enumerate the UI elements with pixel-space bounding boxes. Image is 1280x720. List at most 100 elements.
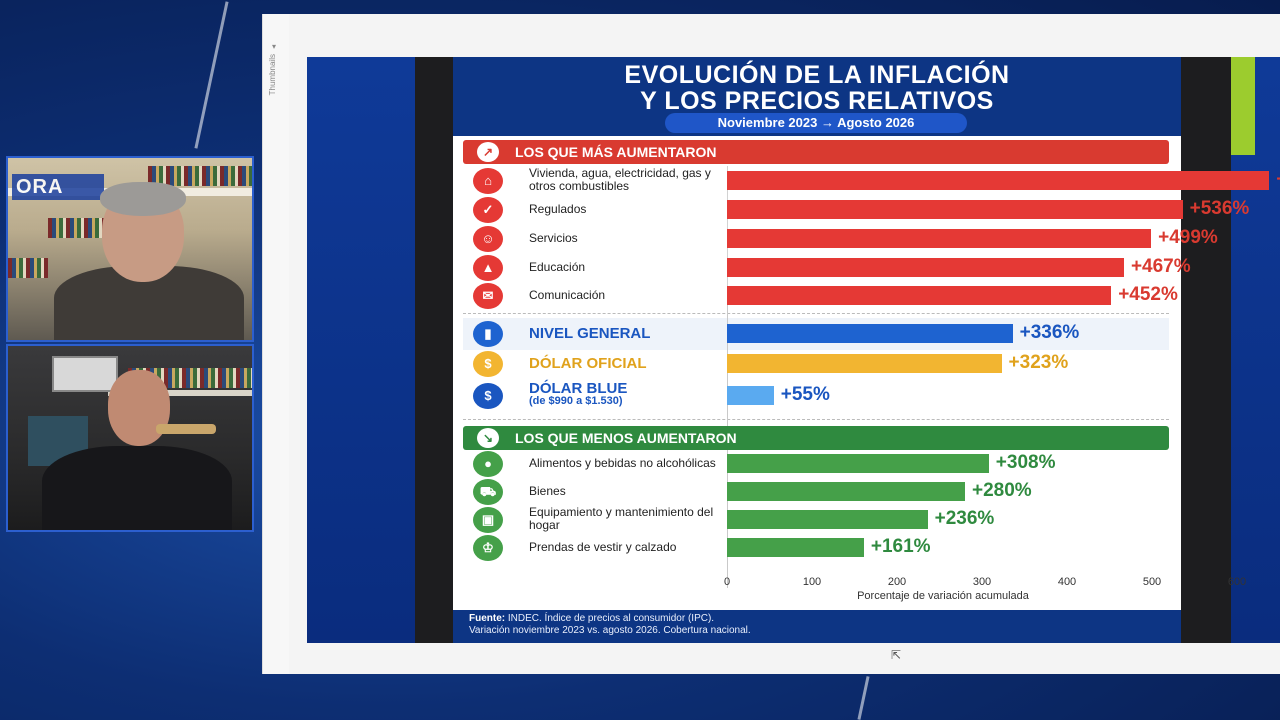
bar: [727, 258, 1124, 277]
bar: [727, 482, 965, 501]
inflation-infographic: EVOLUCIÓN DE LA INFLACIÓN Y LOS PRECIOS …: [453, 57, 1280, 643]
chart-row: ⌂ Vivienda, agua, electricidad, gas y otr…: [453, 166, 1280, 194]
section-header-label: LOS QUE MÁS AUMENTARON: [515, 144, 717, 160]
slide-frame-left: [415, 57, 455, 643]
bar: [727, 286, 1112, 305]
slide: EVOLUCIÓN DE LA INFLACIÓN Y LOS PRECIOS …: [307, 57, 1280, 643]
bar: [727, 386, 774, 405]
bar-value-label: +336%: [1019, 322, 1080, 343]
house-icon: ⌂: [473, 168, 503, 194]
source-label: Fuente:: [469, 613, 506, 624]
x-axis-title: Porcentaje de variación acumulada: [857, 590, 1029, 602]
infographic-title-line-1: EVOLUCIÓN DE LA INFLACIÓN: [624, 61, 1010, 89]
presentation-viewer: ▾ Thumbnails EVOLUCIÓN DE LA INFLACIÓN Y…: [262, 14, 1280, 674]
shield-check-icon: ✓: [473, 197, 503, 223]
webcam-host-2: [6, 344, 254, 532]
person-head: [108, 370, 170, 446]
chart-row: ☺ Servicios +499%: [453, 224, 1218, 252]
bar: [727, 538, 864, 557]
bar-value-label: +308%: [995, 452, 1056, 473]
microphone: [156, 424, 216, 434]
dollar-coin-icon: $: [473, 351, 503, 377]
books: [48, 218, 108, 238]
background-streak: [194, 1, 229, 149]
bar-value-label: +452%: [1118, 284, 1178, 305]
chart-row: ✓ Regulados +536%: [453, 195, 1249, 223]
dollar-coin-icon: $: [473, 383, 503, 409]
chart-row: $ DÓLAR BLUE (de $990 a $1.530) +55%: [453, 381, 1181, 409]
chart-row: ♔ Prendas de vestir y calzado +161%: [453, 533, 1181, 561]
infographic-title-line-2: Y LOS PRECIOS RELATIVOS: [640, 87, 994, 115]
bar: [727, 510, 928, 529]
shopping-cart-icon: ⛟: [473, 479, 503, 505]
bar: [727, 354, 1002, 373]
category-label: Vivienda, agua, electricidad, gas y otro…: [529, 166, 711, 193]
category-label: Bienes: [529, 483, 566, 498]
chart-row: ● Alimentos y bebidas no alcohólicas +308%: [453, 449, 1181, 477]
audio-equipment: [52, 356, 118, 392]
category-label: Comunicación: [529, 287, 606, 302]
books: [8, 258, 48, 278]
bar-value-label: +499%: [1158, 227, 1218, 248]
chart-row: ▣ Equipamiento y mantenimiento del hogar +…: [453, 505, 1181, 533]
slide-accent-bar: [1231, 57, 1255, 155]
background-streak: [857, 676, 870, 720]
chart-row: ▮ NIVEL GENERAL +336%: [453, 319, 1181, 347]
section-divider: [463, 313, 1169, 314]
bar-value-label: +280%: [972, 480, 1032, 501]
bar-value-label: +638%: [1276, 169, 1280, 191]
category-label: Servicios: [529, 230, 578, 245]
slide-frame-right: [1181, 57, 1231, 643]
chart-row: ✉ Comunicación +452%: [453, 281, 1181, 309]
coverage-note: Variación noviembre 2023 vs. agosto 2026…: [469, 625, 751, 636]
category-label: NIVEL GENERAL: [529, 324, 651, 342]
chart-panel: ↗ LOS QUE MÁS AUMENTARON ↘ LOS QUE MENOS…: [453, 136, 1280, 610]
section-header-most-increased: ↗ LOS QUE MÁS AUMENTARON: [463, 140, 1169, 164]
category-label: Equipamiento y mantenimiento del hogar: [529, 505, 714, 532]
chart-row: $ DÓLAR OFICIAL +323%: [453, 349, 1181, 377]
webcam-host-1: ORA: [6, 156, 254, 342]
category-label: Alimentos y bebidas no alcohólicas: [529, 455, 716, 470]
category-sublabel: (de $990 a $1.530): [529, 395, 623, 407]
x-tick-label: 200: [887, 576, 907, 588]
bar-value-label: +55%: [780, 384, 830, 405]
date-range-badge: Noviembre 2023 → Agosto 2026: [665, 113, 967, 133]
graduation-cap-icon: ▲: [473, 255, 503, 281]
section-header-least-increased: ↘ LOS QUE MENOS AUMENTARON: [463, 426, 1169, 450]
bar: [727, 200, 1183, 219]
section-header-label: LOS QUE MENOS AUMENTARON: [515, 430, 737, 446]
channel-logo: ORA: [12, 174, 104, 200]
bar-value-label: +467%: [1130, 256, 1191, 277]
bar-value-label: +161%: [870, 536, 931, 557]
bar: [727, 454, 989, 473]
chevron-down-icon[interactable]: ▾: [272, 42, 277, 51]
chat-bubble-icon: ✉: [473, 283, 503, 309]
category-label: DÓLAR BLUE (de $990 a $1.530): [529, 380, 628, 407]
mouse-cursor-icon: ⇱: [891, 648, 902, 662]
bar-value-label: +536%: [1189, 198, 1250, 219]
source-footer: Fuente: INDEC. Índice de precios al cons…: [469, 613, 751, 637]
x-tick-label: 0: [723, 576, 731, 588]
thumbnails-label: Thumbnails: [268, 54, 277, 96]
bar-chart-icon: ▮: [473, 321, 503, 347]
x-tick-label: 100: [802, 576, 822, 588]
thumbnails-sidebar[interactable]: ▾ Thumbnails: [263, 14, 289, 674]
people-icon: ☺: [473, 226, 503, 252]
person-hair: [100, 182, 186, 216]
category-label: Prendas de vestir y calzado: [529, 539, 677, 554]
chart-row: ⛟ Bienes +280%: [453, 477, 1181, 505]
bar: [727, 171, 1270, 190]
category-label: Regulados: [529, 201, 587, 216]
trend-up-icon: ↗: [477, 142, 499, 162]
source-text: INDEC. Índice de precios al consumidor (…: [505, 613, 715, 624]
x-tick-label: 400: [1057, 576, 1077, 588]
person-torso: [42, 446, 232, 530]
bar: [727, 324, 1013, 343]
trend-down-icon: ↘: [477, 428, 499, 448]
chart-row: ▲ Educación +467%: [453, 253, 1191, 281]
x-tick-label: 500: [1142, 576, 1162, 588]
x-tick-label: 600: [1227, 576, 1247, 588]
section-divider: [463, 419, 1169, 420]
bar: [727, 229, 1152, 248]
bookshelf: [108, 390, 252, 396]
